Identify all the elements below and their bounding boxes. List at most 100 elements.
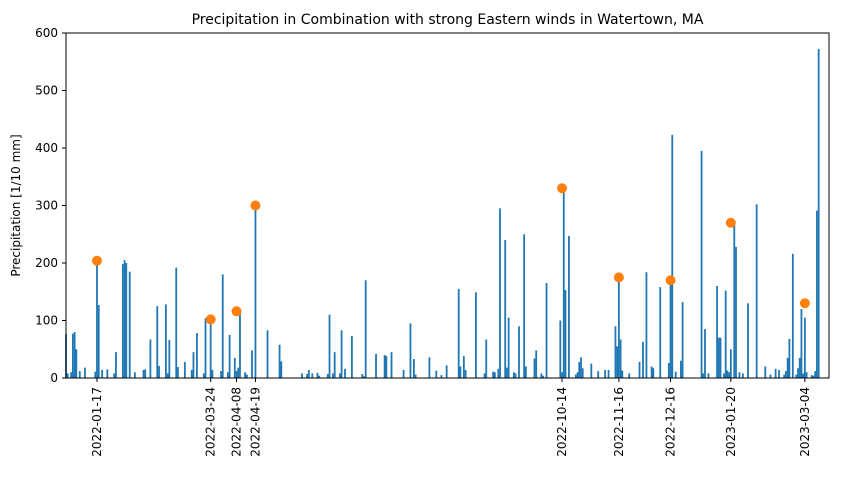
precip-bar <box>597 371 600 378</box>
precip-bar <box>254 205 257 378</box>
precip-bar <box>440 375 443 379</box>
precip-bar <box>196 333 198 378</box>
precip-bar <box>700 150 703 379</box>
event-marker <box>92 255 102 266</box>
event-marker <box>231 306 242 317</box>
precip-bar <box>814 371 817 378</box>
precip-bar <box>202 373 205 378</box>
precip-bar <box>614 326 617 378</box>
precip-bar <box>228 334 231 379</box>
precip-bar <box>428 357 431 378</box>
precip-bar <box>788 338 791 378</box>
bars-group <box>65 49 820 379</box>
precip-bar <box>702 373 705 378</box>
precip-bar <box>326 373 329 378</box>
precip-bar <box>729 349 732 378</box>
precip-bar <box>499 208 501 379</box>
precip-bar <box>679 360 682 378</box>
precip-bar <box>507 317 510 379</box>
precip-bar <box>364 280 367 378</box>
precip-bar <box>704 329 706 379</box>
precip-bar <box>669 280 672 378</box>
precip-bar <box>113 373 116 378</box>
y-tick-label: 300 <box>35 199 58 213</box>
x-tick-label: 2022-11-16 <box>612 387 626 457</box>
precip-bar <box>786 357 789 379</box>
precip-bar <box>492 371 495 378</box>
precip-bar <box>414 374 417 378</box>
chart-title: Precipitation in Combination with strong… <box>192 12 704 28</box>
precip-bar <box>728 372 730 378</box>
precip-bar <box>316 372 319 378</box>
precip-bar <box>209 319 212 378</box>
precip-bar <box>344 368 346 378</box>
event-marker <box>725 217 736 228</box>
precip-bar <box>816 210 818 378</box>
precip-bar <box>177 367 179 378</box>
precip-bar <box>211 369 214 378</box>
precip-bar <box>306 373 309 378</box>
precip-bar <box>445 365 448 378</box>
precip-bar <box>512 372 515 378</box>
precip-bar <box>144 369 147 379</box>
precip-bar <box>545 283 548 379</box>
precip-bar <box>464 369 467 378</box>
precip-bar <box>66 373 69 378</box>
precip-bar <box>97 304 100 378</box>
precip-bar <box>311 373 314 378</box>
precip-bar <box>266 330 269 378</box>
precip-bar <box>724 290 727 378</box>
precip-bar <box>561 372 563 378</box>
precip-bar <box>121 264 124 378</box>
precip-bar <box>227 372 229 378</box>
precip-bar <box>244 372 247 378</box>
y-tick-label: 500 <box>35 84 58 98</box>
precip-bar <box>94 371 97 378</box>
precip-bar <box>778 369 780 378</box>
precip-bar <box>73 332 76 378</box>
precip-bar <box>71 333 74 378</box>
precip-bar <box>559 320 562 378</box>
precip-bar <box>817 49 820 378</box>
precip-bar <box>667 363 670 378</box>
precip-bar <box>435 370 438 378</box>
precip-bar <box>235 371 238 378</box>
precip-bar <box>457 288 460 379</box>
precip-bar <box>413 359 415 378</box>
precip-bar <box>475 292 477 378</box>
precip-bar <box>791 253 794 378</box>
precip-bar <box>183 361 186 378</box>
precip-bar <box>402 369 405 378</box>
precip-bar <box>650 366 653 378</box>
precip-bar <box>390 352 393 379</box>
precip-bar <box>192 352 195 379</box>
precip-bar <box>568 235 570 378</box>
precip-bar <box>783 374 786 378</box>
precip-bar <box>375 353 377 378</box>
precip-bar <box>514 373 517 378</box>
precip-bar <box>156 306 159 379</box>
precip-bar <box>96 260 98 378</box>
precip-bar <box>733 225 736 378</box>
precip-bar <box>175 267 178 378</box>
precip-bar <box>638 361 641 378</box>
precip-bar <box>133 372 136 378</box>
precip-bar <box>340 330 343 378</box>
precip-bar <box>671 134 674 378</box>
precip-bar <box>755 204 758 378</box>
precip-bar <box>221 274 224 378</box>
precip-bar <box>619 339 622 378</box>
precip-bar <box>363 376 365 378</box>
precip-bar <box>142 369 145 378</box>
precip-bar <box>106 369 109 379</box>
precip-bar <box>812 375 815 378</box>
precip-bar <box>607 369 610 378</box>
precip-bar <box>590 363 593 379</box>
y-tick-label: 400 <box>35 141 58 155</box>
precip-bar <box>168 340 171 378</box>
precip-bar <box>642 341 644 378</box>
precip-bar <box>726 370 729 378</box>
precip-bar <box>333 352 336 379</box>
event-marker <box>205 314 216 325</box>
